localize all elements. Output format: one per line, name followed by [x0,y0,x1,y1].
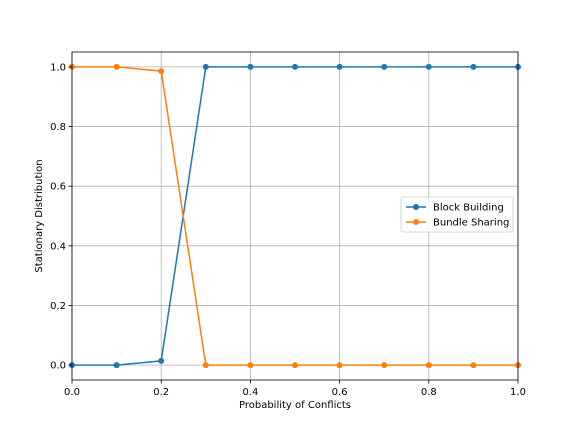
x-tick-label: 0.8 [421,387,437,398]
legend: Block Building Bundle Sharing [401,197,513,232]
x-tick-label: 0.6 [332,387,348,398]
data-point [337,362,343,368]
legend-label: Bundle Sharing [433,218,509,229]
data-point [337,64,343,70]
data-point [203,64,209,70]
data-point [426,64,432,70]
x-axis-label: Probability of Conflicts [239,400,351,411]
legend-label: Block Building [433,203,504,214]
x-tick-label: 0.0 [64,387,80,398]
data-point [247,64,253,70]
y-tick-label: 0.4 [50,241,66,252]
data-point [292,362,298,368]
legend-marker [413,204,419,210]
x-tick-label: 1.0 [510,387,526,398]
y-tick-label: 1.0 [50,62,66,73]
data-point [426,362,432,368]
data-point [158,358,164,364]
data-point [247,362,253,368]
y-tick-label: 0.8 [50,122,66,133]
data-point [114,362,120,368]
data-point [470,362,476,368]
data-point [203,362,209,368]
x-tick-label: 0.2 [153,387,169,398]
legend-marker [413,219,419,225]
y-axis-label: Stationary Distribution [34,159,45,272]
data-point [470,64,476,70]
y-tick-label: 0.6 [50,182,66,193]
data-point [381,64,387,70]
y-tick-label: 0.0 [50,361,66,372]
x-tick-label: 0.4 [242,387,258,398]
data-point [114,64,120,70]
y-tick-label: 0.2 [50,301,66,312]
data-point [158,68,164,74]
data-point [292,64,298,70]
data-point [381,362,387,368]
